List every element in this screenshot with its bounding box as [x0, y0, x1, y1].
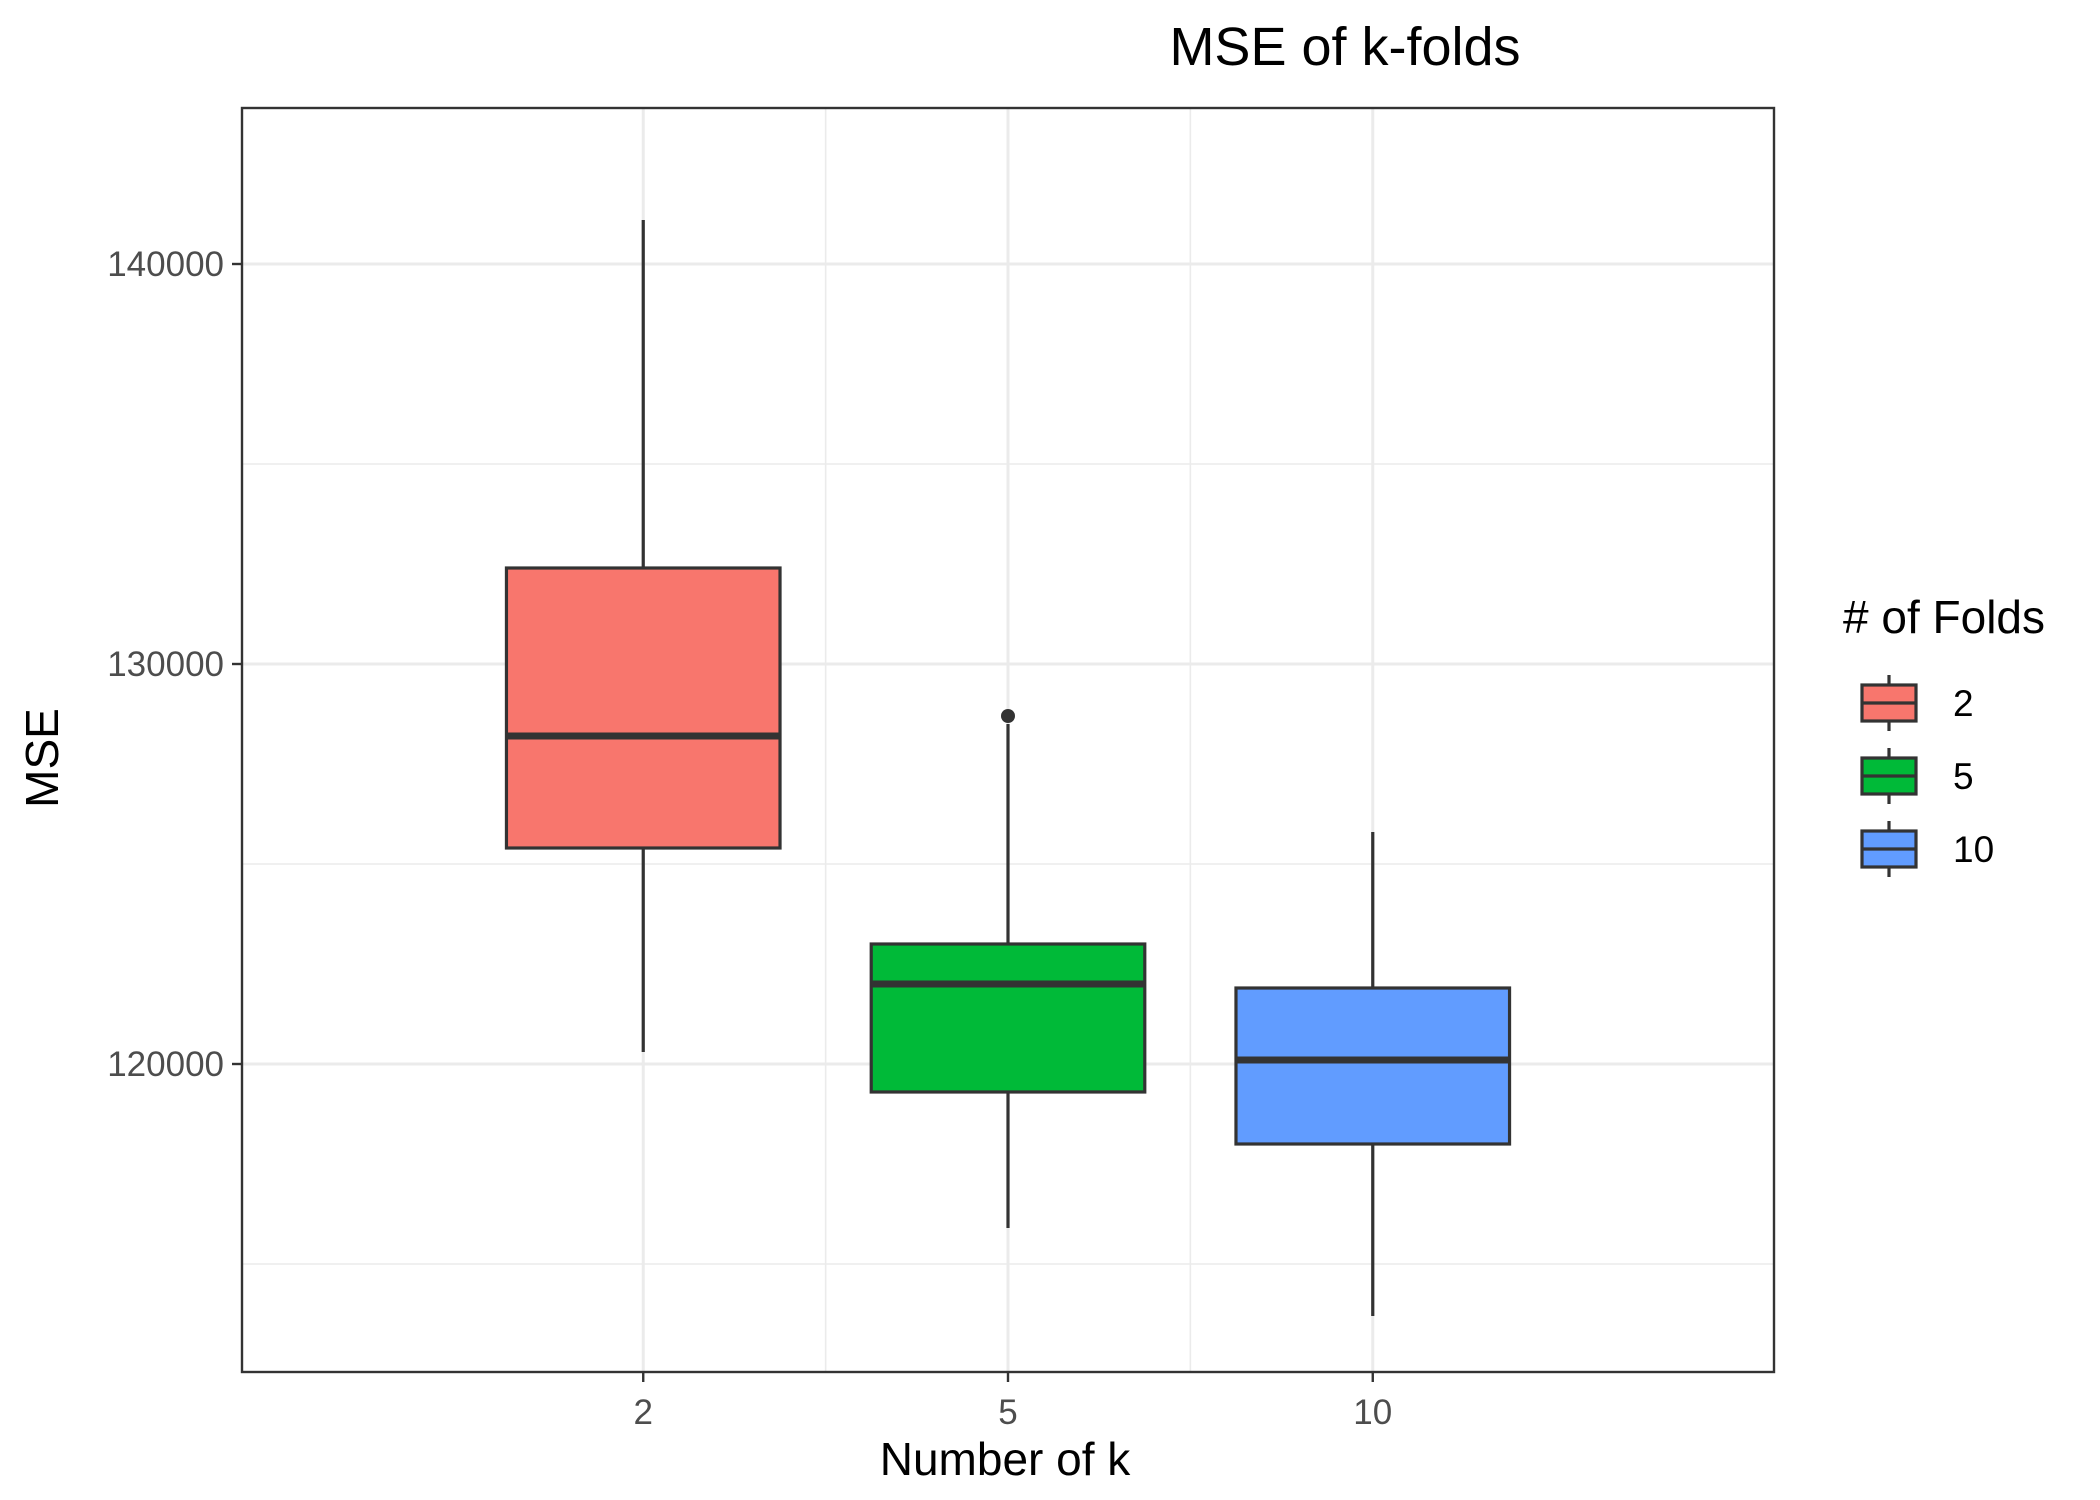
legend-entry-10: 10 [1860, 821, 1994, 877]
x-tick-label: 2 [634, 1393, 653, 1432]
box-group-10 [1234, 832, 1512, 1316]
legend-entry-5: 5 [1860, 748, 1974, 804]
y-tick-label: 130000 [107, 645, 224, 684]
y-axis-title: MSE [16, 708, 68, 808]
y-tick-label: 120000 [107, 1045, 224, 1084]
x-axis: 2 5 10 [634, 1372, 1392, 1432]
y-axis: 120000 130000 140000 [107, 245, 242, 1084]
x-tick-label: 10 [1353, 1393, 1392, 1432]
box-iqr [1234, 986, 1512, 1146]
legend: # of Folds 2 5 10 [1843, 591, 2045, 877]
box-iqr [869, 942, 1147, 1094]
box-group-2 [504, 220, 782, 1052]
box-iqr [504, 566, 782, 850]
legend-label: 5 [1953, 756, 1974, 797]
legend-entry-2: 2 [1860, 675, 1974, 731]
x-axis-title: Number of k [880, 1433, 1132, 1485]
legend-label: 2 [1953, 683, 1974, 724]
outlier-point [1001, 709, 1015, 723]
y-tick-label: 140000 [107, 245, 224, 284]
box-series [504, 220, 1512, 1316]
chart-title: MSE of k-folds [1169, 17, 1520, 77]
x-tick-label: 5 [998, 1393, 1017, 1432]
box-group-5 [869, 709, 1147, 1228]
legend-label: 10 [1953, 829, 1994, 870]
legend-entries: 2 5 10 [1860, 675, 1994, 877]
legend-title: # of Folds [1843, 591, 2045, 643]
